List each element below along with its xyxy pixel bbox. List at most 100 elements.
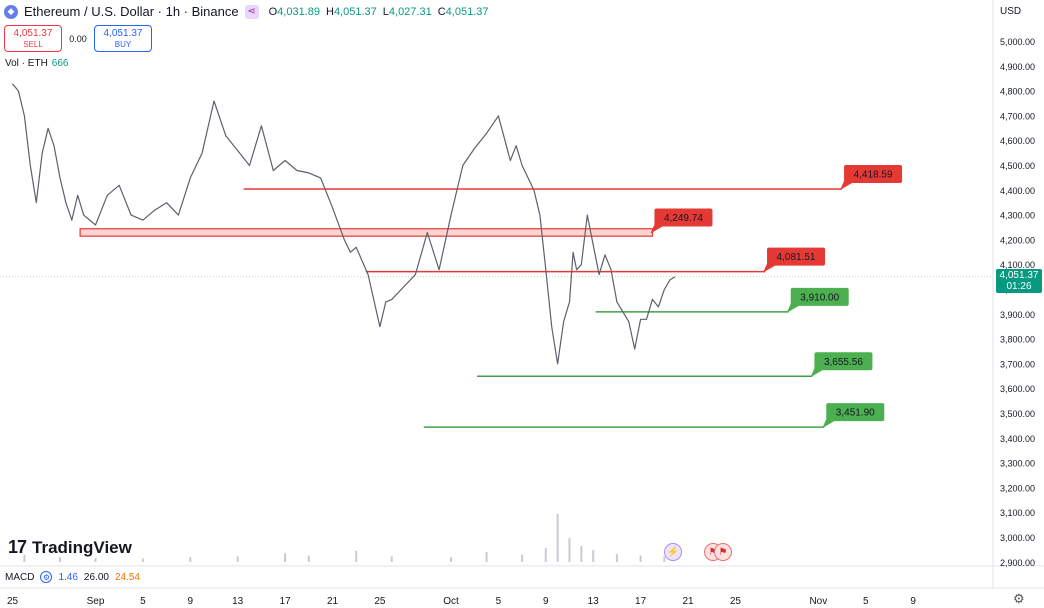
trade-buttons: 4,051.37 SELL 0.00 4,051.37 BUY [4,25,152,52]
volume-bars [23,514,666,562]
volume-bar [141,558,144,562]
x-tick-label: 5 [863,596,869,607]
high-value: 4,051.37 [333,5,377,18]
y-tick-label: 4,600.00 [1000,136,1035,146]
volume-bar [580,546,583,562]
us-flag-event-icon-2[interactable]: ⚑ [714,543,732,561]
volume-bar [236,556,239,562]
volume-bar [485,552,488,562]
open-label: O [268,5,278,18]
buy-price: 4,051.37 [103,27,143,39]
y-tick-label: 3,800.00 [1000,335,1035,345]
macd-value: 1.46 [58,571,78,583]
y-tick-label: 4,200.00 [1000,235,1035,245]
y-tick-label: 4,100.00 [1000,260,1035,270]
sell-button[interactable]: 4,051.37 SELL [4,25,62,52]
level-label-box [826,403,885,422]
x-tick-label: 13 [588,596,600,607]
tradingview-logo[interactable]: 17 TradingView [8,537,132,558]
y-tick-label: 4,900.00 [1000,62,1035,72]
last-price-tag: 4,051.37 01:26 [996,269,1042,293]
level-label-pointer [763,263,776,273]
volume-bar [615,554,618,562]
buy-label: BUY [114,39,132,49]
x-tick-label: 5 [140,596,146,607]
x-tick-label: 17 [635,596,647,607]
y-tick-label: 4,300.00 [1000,211,1035,221]
y-tick-label: 3,500.00 [1000,409,1035,419]
volume-bar [450,557,452,562]
currency-selector[interactable]: USD [1000,6,1022,17]
high-label: H [325,5,334,18]
y-tick-label: 4,400.00 [1000,186,1035,196]
symbol-title[interactable]: Ethereum / U.S. Dollar · 1h · Binance [24,4,239,19]
resistance-zone [79,228,654,237]
y-tick-label: 3,000.00 [1000,533,1035,543]
resistance-label: 4,081.51 [777,252,816,263]
price-line [12,83,676,365]
resistance-label: 4,249.74 [664,213,703,224]
tradingview-wordmark: TradingView [32,537,132,557]
sell-label: SELL [23,39,43,49]
open-value: 4,031.89 [277,5,320,18]
support-label: 3,655.56 [824,357,863,368]
volume-bar [307,555,310,562]
level-label-pointer [650,224,663,234]
level-label-box [654,208,713,227]
bar-countdown: 01:26 [1006,281,1032,292]
y-tick-label: 3,600.00 [1000,384,1035,394]
volume-bar [544,548,547,562]
indicator-settings-icon[interactable]: ⚙ [40,571,53,583]
x-tick-label: 13 [232,596,244,607]
gear-icon[interactable]: ⚙ [1013,591,1025,606]
lightning-event-icon[interactable]: ⚡ [664,543,682,561]
support-label: 3,910.00 [800,292,839,303]
volume-label: Vol · ETH [5,58,48,69]
share-icon[interactable]: ⋖ [244,4,259,19]
low-value: 4,027.31 [388,5,432,18]
volume-bar [94,558,97,562]
x-tick-label: Sep [87,596,105,607]
volume-bar [23,554,26,562]
x-tick-label: 21 [327,596,339,607]
volume-bar [521,554,524,562]
sell-price: 4,051.37 [13,27,53,39]
volume-bar [568,538,571,562]
buy-button[interactable]: 4,051.37 BUY [94,25,152,52]
price-series [12,83,676,365]
y-tick-label: 4,500.00 [1000,161,1035,171]
level-lines [79,188,843,428]
support-label: 3,451.90 [836,408,875,419]
x-tick-label: Oct [443,596,459,607]
last-price-value: 4,051.37 [999,270,1039,281]
volume-bar [355,550,358,562]
y-tick-label: 4,800.00 [1000,87,1035,97]
y-tick-label: 4,700.00 [1000,111,1035,121]
volume-legend[interactable]: Vol · ETH 666 [5,58,68,69]
level-label-box [767,247,826,266]
volume-bar [556,514,559,562]
x-tick-label: 9 [543,596,549,607]
volume-bar [390,556,393,562]
level-label-box [844,165,903,184]
volume-bar [592,550,595,562]
volume-bar [189,557,192,562]
y-tick-label: 3,300.00 [1000,459,1035,469]
macd-legend[interactable]: MACD ⚙ 1.46 26.00 24.54 [5,571,140,583]
x-tick-label: 17 [280,596,292,607]
close-label: C [437,5,446,18]
tradingview-mark: 17 [8,537,27,557]
level-label-pointer [840,181,853,191]
y-tick-label: 3,700.00 [1000,359,1035,369]
level-label-box [790,287,849,306]
x-tick-label: Nov [809,596,827,607]
volume-bar [639,555,642,562]
y-tick-label: 3,200.00 [1000,483,1035,493]
macd-histogram-value: 24.54 [114,571,140,583]
level-label-pointer [786,303,799,313]
x-tick-label: 9 [910,596,916,607]
volume-bar [284,553,287,562]
level-label-pointer [822,419,835,429]
level-label-box [814,352,873,371]
